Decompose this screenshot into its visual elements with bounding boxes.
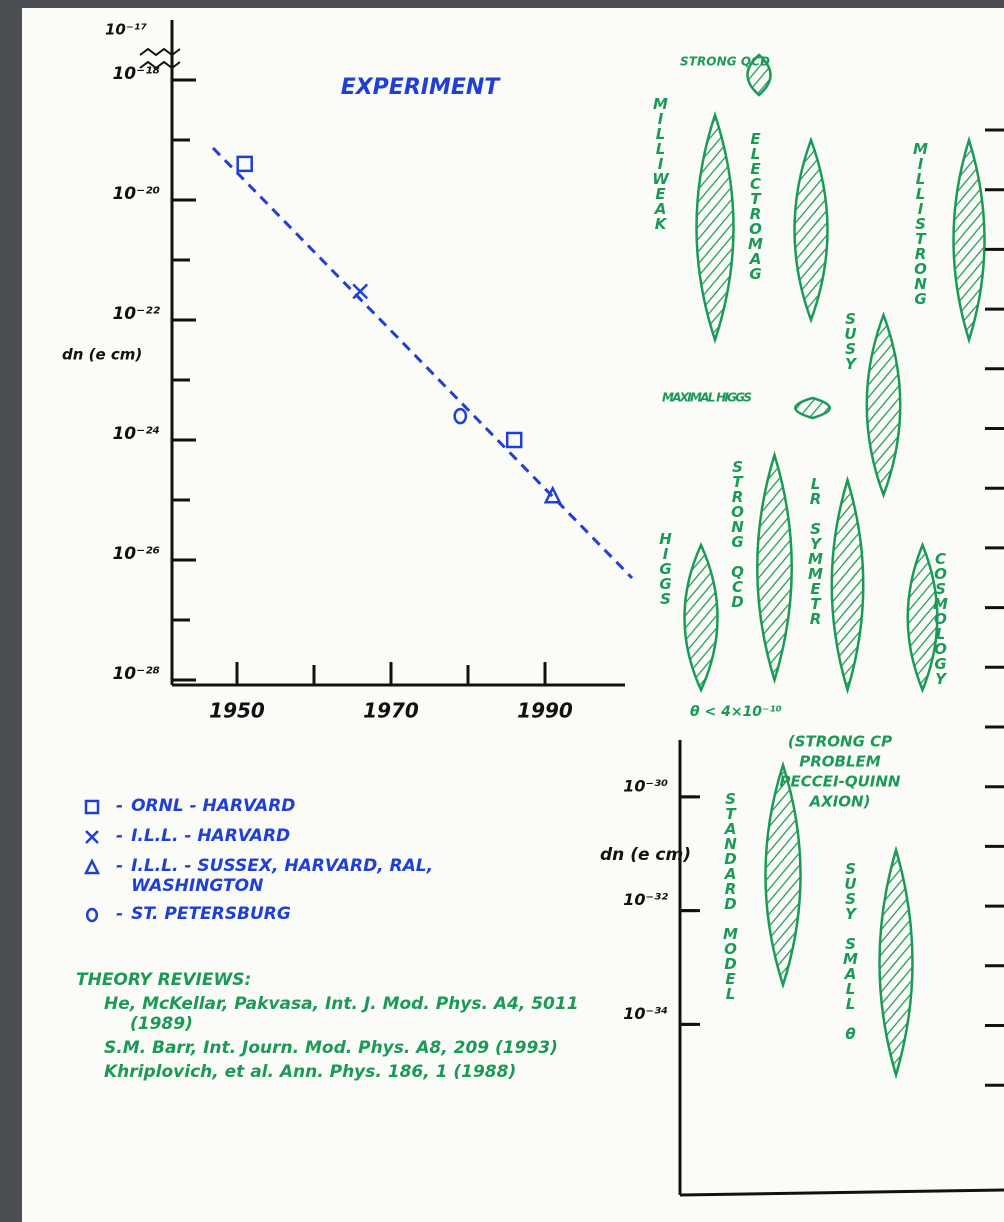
y-tick-label: 10⁻²⁸ xyxy=(112,664,160,684)
cp-note: PROBLEM xyxy=(799,753,881,771)
legend: -ORNL - HARVARD-I.L.L. - HARVARD-I.L.L. … xyxy=(80,796,550,934)
legend-label: ORNL - HARVARD xyxy=(131,796,471,816)
x-tick-label: 1990 xyxy=(517,699,573,723)
theory-region xyxy=(954,140,985,340)
legend-symbol xyxy=(80,904,108,926)
cp-note: (STRONG CP xyxy=(788,733,892,751)
theory-label: LR SYMMETR xyxy=(807,475,825,625)
trend-line xyxy=(213,148,632,578)
x-tick-label: 1950 xyxy=(209,699,265,723)
legend-dash: - xyxy=(116,826,123,846)
reference: He, McKellar, Pakvasa, Int. J. Mod. Phys… xyxy=(104,994,636,1034)
cp-note: PECCEI-QUINN xyxy=(780,773,901,791)
legend-symbol xyxy=(80,826,108,848)
cp-note: AXION) xyxy=(809,793,871,811)
point xyxy=(87,909,97,921)
theory-label: STRONG QCD xyxy=(680,55,770,69)
theory-label: MILLIWEAK xyxy=(651,95,670,230)
theory-baseline xyxy=(680,1190,1004,1195)
legend-entry: -ST. PETERSBURG xyxy=(80,904,550,926)
theory-tick-label: 10⁻³² xyxy=(623,890,668,909)
legend-entry: -I.L.L. - SUSSEX, HARVARD, RAL, WASHINGT… xyxy=(80,856,550,896)
point xyxy=(353,284,367,298)
theory-region xyxy=(697,115,734,340)
theory-label: MILLISTRONG xyxy=(912,140,930,305)
theory-label: STRONG QCD xyxy=(729,458,747,608)
theory-region xyxy=(795,398,830,418)
references-heading: THEORY REVIEWS: xyxy=(76,970,636,990)
theory-region xyxy=(880,850,913,1075)
x-tick-label: 1970 xyxy=(363,699,419,723)
theory-label: STANDARD MODEL xyxy=(722,790,740,1000)
reference: Khriplovich, et al. Ann. Phys. 186, 1 (1… xyxy=(104,1062,636,1082)
legend-entry: -I.L.L. - HARVARD xyxy=(80,826,550,848)
point xyxy=(86,861,98,873)
reference: S.M. Barr, Int. Journ. Mod. Phys. A8, 20… xyxy=(104,1038,636,1058)
legend-symbol xyxy=(80,796,108,818)
legend-entry: -ORNL - HARVARD xyxy=(80,796,550,818)
y-top-label: 10⁻¹⁷ xyxy=(105,21,147,39)
theory-region xyxy=(766,765,801,985)
theory-label: SUSY SMALL θ xyxy=(842,860,860,1040)
y-tick-label: 10⁻²⁶ xyxy=(112,544,160,564)
legend-symbol xyxy=(80,856,108,878)
legend-dash: - xyxy=(116,904,123,924)
theory-region xyxy=(795,140,828,320)
y-tick-label: 10⁻²⁰ xyxy=(112,184,160,204)
legend-dash: - xyxy=(116,796,123,816)
theory-label: ELECTROMAG xyxy=(747,130,765,280)
legend-label: ST. PETERSBURG xyxy=(131,904,471,924)
point xyxy=(86,831,98,843)
point xyxy=(238,157,252,171)
legend-label: I.L.L. - HARVARD xyxy=(131,826,471,846)
theory-region xyxy=(867,315,901,495)
y-tick-label: 10⁻²⁴ xyxy=(112,424,160,444)
point xyxy=(86,801,98,813)
page: EXPERIMENT dn (e cm) 10⁻¹⁷ dn (e cm) θ <… xyxy=(0,0,1004,1222)
theory-region xyxy=(757,455,792,680)
legend-dash: - xyxy=(116,856,123,876)
chart-title: EXPERIMENT xyxy=(341,75,502,100)
theory-label: SUSY xyxy=(842,310,860,370)
y-axis-label: dn (e cm) xyxy=(62,346,142,364)
theory-label: HIGGS xyxy=(657,530,675,605)
theory-label: COSMOLOGY xyxy=(932,550,950,685)
point xyxy=(455,409,466,423)
theory-axis-label: dn (e cm) xyxy=(600,845,691,865)
legend-label: I.L.L. - SUSSEX, HARVARD, RAL, WASHINGTO… xyxy=(131,856,471,896)
theta-note: θ < 4×10⁻¹⁰ xyxy=(690,704,782,720)
point xyxy=(507,433,521,447)
y-tick-label: 10⁻¹⁸ xyxy=(112,64,160,84)
theory-label: MAXIMAL HIGGS xyxy=(662,391,752,405)
theory-tick-label: 10⁻³⁰ xyxy=(623,776,668,795)
theory-region xyxy=(685,545,718,690)
theory-region xyxy=(832,480,864,690)
references: THEORY REVIEWS: He, McKellar, Pakvasa, I… xyxy=(76,970,636,1082)
y-tick-label: 10⁻²² xyxy=(112,304,160,324)
